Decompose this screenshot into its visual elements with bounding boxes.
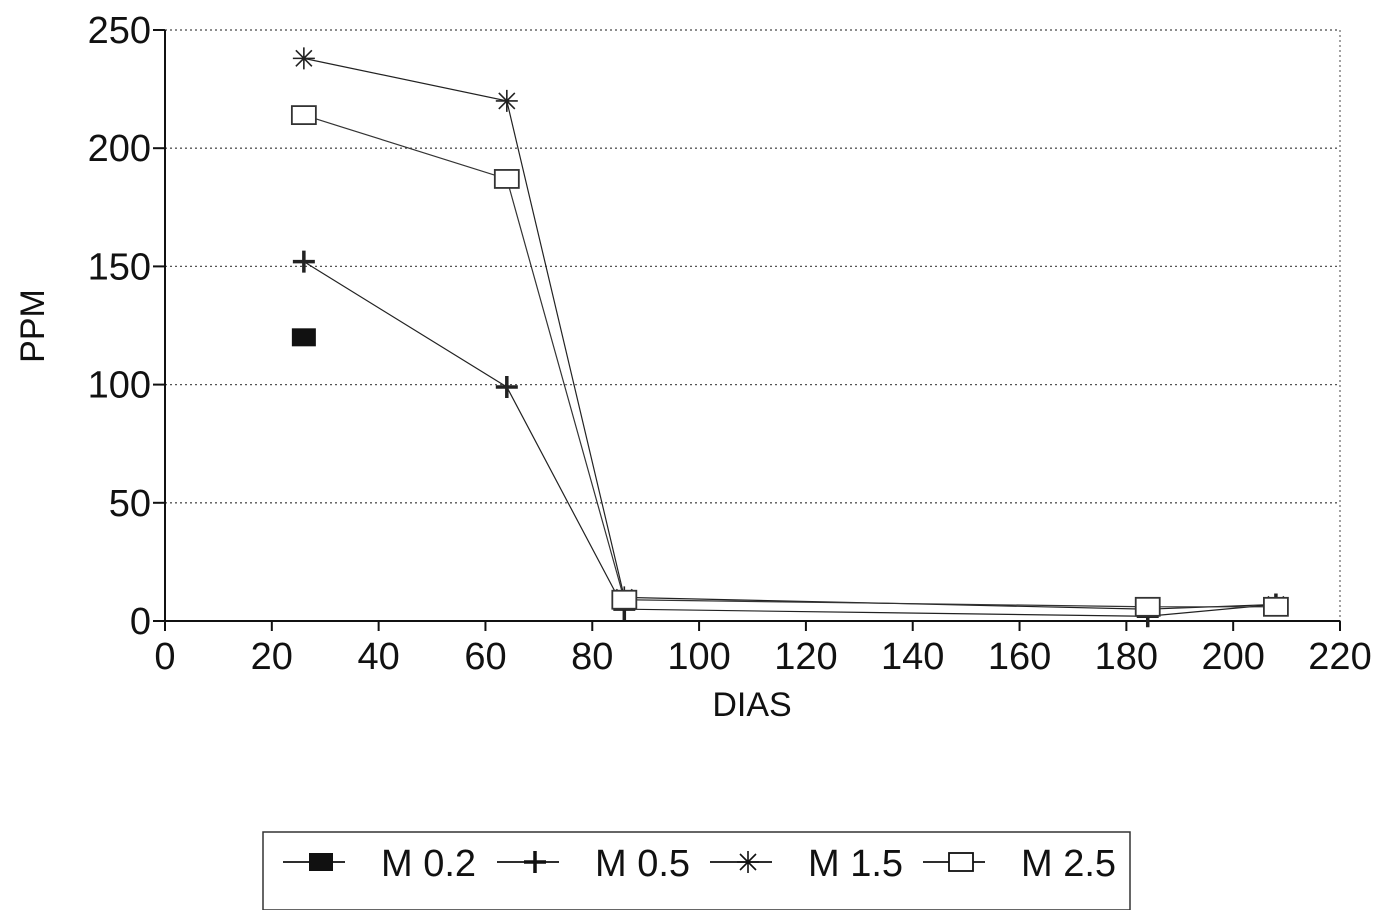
x-tick-label: 40 — [357, 636, 399, 678]
legend-label: M 1.5 — [808, 843, 903, 885]
series-line — [303, 114, 1276, 608]
legend-entries: M 0.2 M 0.5 M 1.5 M 2.5 — [283, 843, 1116, 885]
x-tick-label: 220 — [1308, 636, 1371, 678]
x-tick-labels: 0 20 40 60 80 100 120 140 160 180 200 220 — [154, 636, 1371, 678]
series-group — [290, 47, 1289, 628]
series-line — [303, 57, 1276, 610]
y-tick-label: 200 — [88, 128, 151, 170]
series-1 — [291, 328, 316, 347]
x-tick-label: 60 — [464, 636, 506, 678]
x-tick-label: 200 — [1201, 636, 1264, 678]
legend-entry: M 2.5 — [923, 843, 1116, 885]
data-point — [611, 589, 638, 610]
data-point — [495, 375, 518, 398]
x-tick-label: 20 — [251, 636, 293, 678]
x-tick-label: 140 — [881, 636, 944, 678]
series-line — [303, 261, 1276, 617]
y-tick-label: 250 — [88, 10, 151, 52]
y-axis-title: PPM — [14, 289, 52, 363]
plot-area-frame — [164, 29, 1341, 622]
x-tick-label: 120 — [774, 636, 837, 678]
data-point — [292, 47, 315, 70]
legend-marker — [948, 852, 974, 872]
data-point — [495, 89, 518, 112]
legend-label: M 2.5 — [1021, 843, 1116, 885]
legend-marker — [524, 851, 546, 873]
data-point — [1134, 596, 1161, 617]
legend-label: M 0.2 — [381, 843, 476, 885]
legend-box — [262, 831, 1131, 910]
data-point — [290, 105, 317, 126]
y-tick-label: 0 — [130, 601, 151, 643]
legend-entry: M 1.5 — [710, 843, 903, 885]
legend-marker — [309, 853, 333, 871]
data-point — [292, 250, 315, 273]
series-2 — [292, 250, 1287, 628]
y-tick-label: 50 — [109, 483, 151, 525]
x-tick-label: 160 — [988, 636, 1051, 678]
y-tick-labels: 0 50 100 150 200 250 — [88, 10, 151, 643]
legend-entry: M 0.2 — [283, 843, 476, 885]
series-3 — [292, 47, 1287, 621]
grid-lines — [153, 29, 1341, 631]
y-tick-label: 150 — [88, 246, 151, 288]
x-tick-label: 100 — [667, 636, 730, 678]
series-4 — [290, 105, 1289, 617]
x-axis-title: DIAS — [712, 686, 791, 724]
x-tick-label: 80 — [571, 636, 613, 678]
x-tick-label: 180 — [1095, 636, 1158, 678]
x-tick-label: 0 — [154, 636, 175, 678]
y-tick-label: 100 — [88, 365, 151, 407]
data-point — [291, 328, 316, 347]
legend: M 0.2 M 0.5 M 1.5 M 2.5 — [262, 831, 1131, 910]
data-point — [1263, 596, 1289, 617]
data-point — [493, 169, 520, 189]
legend-marker — [737, 851, 759, 873]
legend-entry: M 0.5 — [497, 843, 690, 885]
legend-label: M 0.5 — [595, 843, 690, 885]
